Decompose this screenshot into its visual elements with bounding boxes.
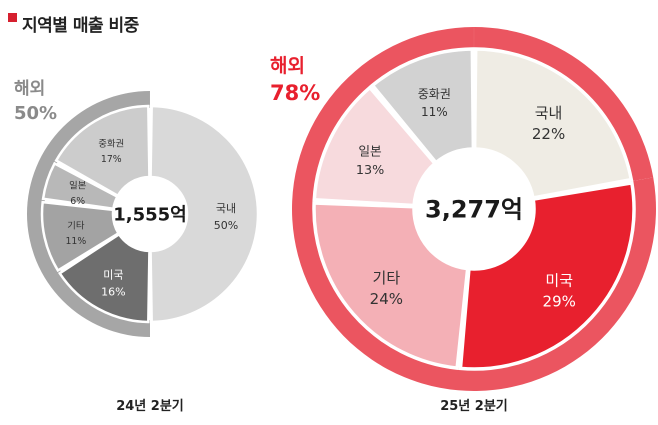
q2-25-overseas-value: 78% <box>270 81 320 105</box>
q2-25-slice-value-japan: 13% <box>356 163 384 178</box>
q2-24-center-hole <box>113 177 187 251</box>
q2-25-slice-name-usa: 미국 <box>545 272 573 290</box>
q2-24-slice-name-domestic: 국내 <box>216 202 236 215</box>
q2-25-center-hole <box>414 149 534 269</box>
q2-24-slice-value-others: 11% <box>65 236 86 247</box>
q2-25-overseas-label: 해외 <box>270 55 305 77</box>
q2-25-slice-name-japan: 일본 <box>358 144 382 159</box>
q2-25-slice-name-domestic: 국내 <box>535 104 563 122</box>
q2-24-overseas-value: 50% <box>14 103 57 124</box>
page-title: 지역별 매출 비중 <box>22 15 139 36</box>
q2-24-slice-name-greater-china: 중화권 <box>98 138 124 150</box>
q2-25-center-label: 3,277억 <box>425 196 523 224</box>
q2-24-overseas-label: 해외 <box>14 79 45 99</box>
q2-25-slice-value-domestic: 22% <box>532 125 565 143</box>
q2-25-slice-greater-china <box>369 47 476 166</box>
q2-24-slice-value-domestic: 50% <box>214 219 238 232</box>
q2-24-period-title: 24년 2분기 <box>116 399 184 414</box>
q2-25-slice-value-usa: 29% <box>543 293 576 311</box>
q2-25-slice-name-others: 기타 <box>373 269 401 287</box>
q2-25-slice-name-greater-china: 중화권 <box>418 87 451 101</box>
q2-24-slice-name-usa: 미국 <box>103 269 123 282</box>
chart-header: 지역별 매출 비중 <box>8 8 139 38</box>
q2-24-slice-name-japan: 일본 <box>69 181 87 192</box>
q2-24-slice-value-greater-china: 17% <box>101 154 122 165</box>
title-marker <box>8 12 17 22</box>
q2-25-slice-value-greater-china: 11% <box>421 105 448 119</box>
q2-24-slice-name-others: 기타 <box>67 221 85 232</box>
q2-24-slice-value-usa: 16% <box>101 286 125 299</box>
q2-24-overseas-ring <box>26 91 150 337</box>
q2-24-slice-value-japan: 6% <box>70 196 85 207</box>
q2-25-overseas-ring-domestic-part <box>474 27 654 182</box>
q2-25-slice-value-others: 24% <box>370 290 403 308</box>
q2-25-period-title: 25년 2분기 <box>440 399 508 414</box>
q2-24-center-label: 1,555억 <box>113 204 187 225</box>
